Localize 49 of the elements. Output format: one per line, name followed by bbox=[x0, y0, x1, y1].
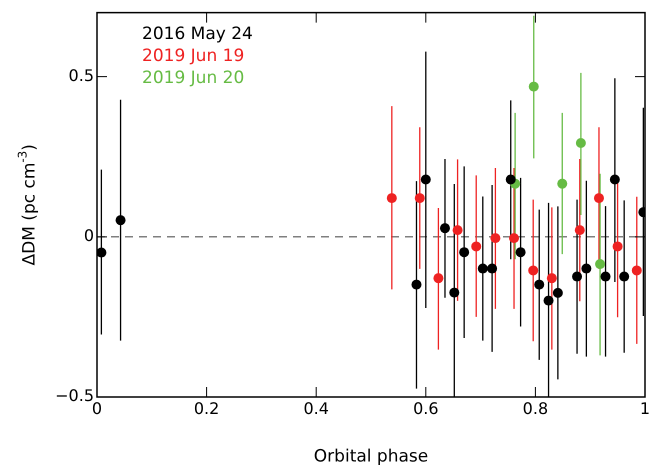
y-tick-label: 0.5 bbox=[68, 66, 94, 85]
point bbox=[452, 225, 463, 236]
point bbox=[552, 288, 563, 298]
point bbox=[528, 265, 538, 276]
point bbox=[600, 272, 611, 282]
point bbox=[557, 178, 568, 189]
point bbox=[509, 233, 520, 244]
point bbox=[574, 225, 585, 236]
point bbox=[386, 193, 397, 204]
point bbox=[610, 174, 620, 184]
point bbox=[490, 233, 500, 244]
point bbox=[612, 241, 623, 252]
legend-label: 2016 May 24 bbox=[142, 24, 253, 44]
point bbox=[594, 193, 604, 204]
x-tick-label: 0.6 bbox=[413, 398, 439, 418]
point bbox=[595, 259, 606, 270]
point bbox=[572, 272, 582, 282]
y-tick-label: 0 bbox=[84, 226, 94, 245]
point bbox=[440, 223, 450, 234]
point bbox=[581, 264, 592, 274]
point bbox=[528, 82, 539, 92]
x-tick-label: 0.4 bbox=[303, 398, 329, 418]
point bbox=[534, 280, 544, 290]
y-axis-title: ΔDM (pc cm-3) bbox=[15, 144, 40, 266]
point bbox=[459, 247, 470, 258]
point bbox=[546, 273, 557, 284]
point bbox=[478, 264, 488, 274]
x-axis-title: Orbital phase bbox=[314, 446, 428, 466]
point bbox=[449, 288, 460, 298]
point bbox=[506, 174, 516, 184]
text: 2019 Jun 20 bbox=[142, 68, 244, 88]
point bbox=[487, 264, 498, 274]
point bbox=[576, 138, 586, 148]
x-tick-label: 0.2 bbox=[194, 398, 220, 418]
point bbox=[420, 174, 431, 184]
y-tick-label: −0.5 bbox=[55, 386, 94, 406]
point bbox=[619, 272, 630, 282]
point bbox=[411, 280, 422, 290]
point bbox=[97, 248, 106, 258]
point bbox=[433, 273, 444, 284]
point bbox=[414, 193, 425, 204]
x-tick-label: 1 bbox=[640, 398, 650, 418]
point bbox=[632, 265, 642, 276]
x-tick-label: 0.8 bbox=[522, 398, 548, 418]
point bbox=[516, 247, 526, 258]
point bbox=[471, 241, 482, 252]
point bbox=[116, 215, 126, 226]
point bbox=[544, 296, 554, 306]
text: 2019 Jun 19 bbox=[142, 46, 244, 66]
